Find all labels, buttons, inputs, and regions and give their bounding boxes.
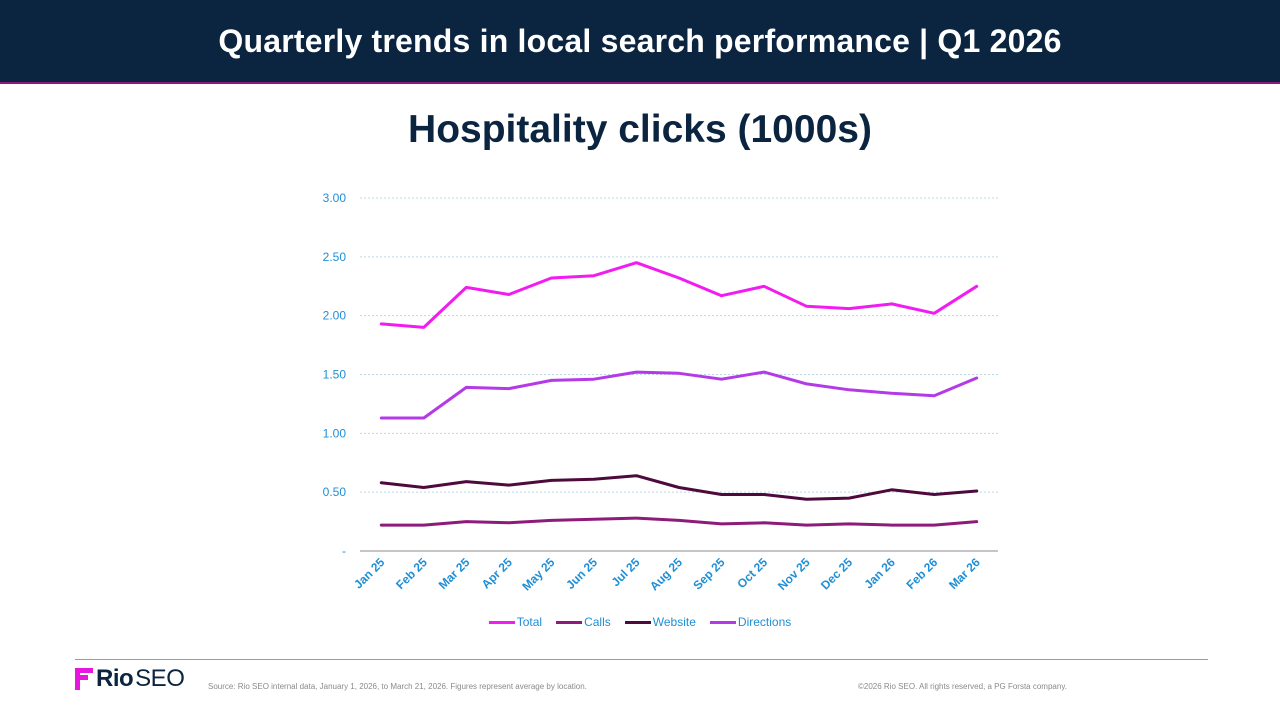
- legend-label: Calls: [584, 615, 611, 629]
- x-tick-label: Nov 25: [775, 555, 813, 593]
- header-bar: Quarterly trends in local search perform…: [0, 0, 1280, 84]
- legend-swatch: [556, 620, 583, 624]
- y-tick-label: 1.50: [323, 368, 347, 382]
- legend-swatch: [709, 620, 736, 624]
- x-tick-label: Mar 26: [946, 555, 983, 592]
- x-tick-label: Dec 25: [818, 555, 855, 592]
- chart-title: Hospitality clicks (1000s): [408, 108, 872, 151]
- x-tick-label: Jan 25: [351, 555, 388, 592]
- series-line-calls: [379, 516, 979, 527]
- source-note: Source: Rio SEO internal data, January 1…: [208, 682, 587, 691]
- y-tick-label: 1.00: [323, 426, 347, 440]
- x-tick-label: Aug 25: [647, 555, 685, 593]
- rio-seo-logo: Rio SEO: [75, 665, 185, 692]
- legend-swatch: [624, 620, 651, 624]
- series-line-total: [379, 261, 979, 329]
- series-line-website: [379, 474, 979, 501]
- y-tick-label: -: [342, 544, 346, 558]
- legend-item-directions: Directions: [709, 615, 792, 629]
- x-tick-label: Feb 26: [904, 555, 941, 592]
- copyright-note: ©2026 Rio SEO. All rights reserved, a PG…: [858, 682, 1067, 691]
- legend-item-website: Website: [624, 615, 696, 629]
- logo-text-rio: Rio: [96, 665, 134, 692]
- legend-item-calls: Calls: [556, 615, 611, 629]
- x-tick-label: Feb 25: [393, 555, 430, 592]
- series-line-directions: [379, 370, 979, 420]
- chart-legend: Total Calls Website Directions: [0, 615, 1280, 629]
- x-tick-label: Sep 25: [690, 555, 727, 592]
- y-tick-label: 2.50: [323, 250, 347, 264]
- legend-label: Directions: [737, 615, 792, 629]
- legend-label: Website: [652, 615, 696, 629]
- x-tick-label: Jul 25: [609, 555, 643, 589]
- x-tick-label: Apr 25: [479, 555, 516, 592]
- x-tick-label: May 25: [519, 555, 557, 593]
- legend-item-total: Total: [488, 615, 543, 629]
- y-tick-label: 3.00: [323, 191, 347, 205]
- x-tick-label: Oct 25: [734, 555, 770, 591]
- y-tick-label: 2.00: [323, 309, 347, 323]
- page-title: Quarterly trends in local search perform…: [218, 22, 1062, 59]
- footer-divider: [75, 659, 1208, 660]
- x-tick-label: Jun 25: [563, 555, 600, 592]
- y-tick-label: 0.50: [323, 485, 347, 499]
- logo-text-seo: SEO: [135, 665, 185, 692]
- x-tick-label: Mar 25: [436, 555, 473, 592]
- x-tick-label: Jan 26: [861, 555, 898, 592]
- legend-swatch: [488, 620, 515, 624]
- rio-logo-mark-icon: [75, 668, 93, 690]
- legend-label: Total: [516, 615, 543, 629]
